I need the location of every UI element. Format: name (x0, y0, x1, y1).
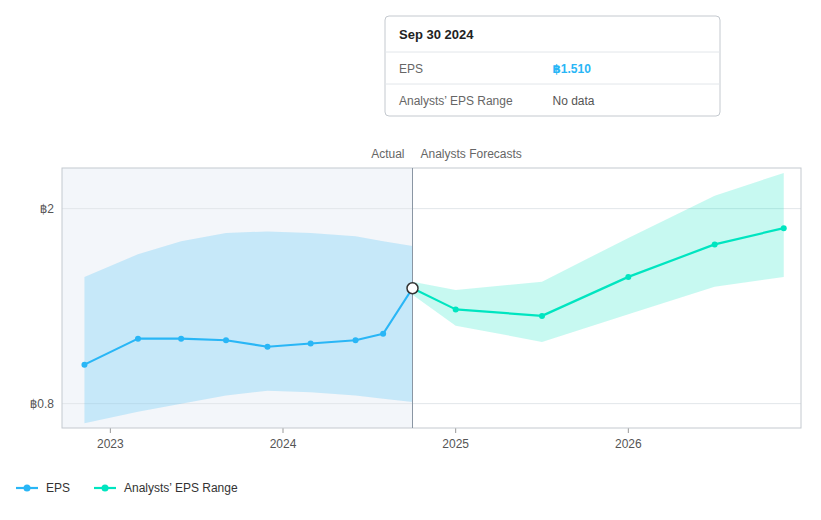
series-point (308, 341, 314, 347)
region-label: Analysts Forecasts (421, 147, 522, 161)
y-tick-label: ฿2 (40, 202, 55, 216)
legend-label: Analysts’ EPS Range (124, 481, 238, 495)
hover-point (407, 283, 418, 294)
x-tick (628, 428, 629, 433)
tooltip-divider (385, 84, 720, 85)
tooltip-title: Sep 30 2024 (399, 27, 474, 42)
x-tick (110, 428, 111, 433)
series-point (353, 337, 359, 343)
actual-region (62, 168, 413, 428)
legend-item: EPS (16, 481, 70, 495)
legend-swatch (24, 485, 31, 492)
legend-swatch (102, 485, 109, 492)
series-point (539, 313, 545, 319)
series-point (135, 336, 141, 342)
tooltip-label: Analysts’ EPS Range (399, 94, 513, 108)
tooltip-value: ฿1.510 (553, 62, 592, 76)
legend-label: EPS (46, 481, 70, 495)
chart: ฿0.8 ฿2 2023 2024 2025 2026 Actual Analysts For… (0, 0, 821, 520)
x-tick-label: 2023 (97, 437, 124, 451)
series-point (453, 306, 459, 312)
tooltip-value: No data (553, 94, 595, 108)
region-label: Actual (371, 147, 404, 161)
series-point (625, 274, 631, 280)
series-line (413, 228, 784, 316)
range-band (84, 231, 412, 423)
divider-line (412, 168, 413, 428)
plot-frame (62, 168, 801, 428)
x-tick-label: 2024 (270, 437, 297, 451)
series-point (223, 337, 229, 343)
series-point (781, 225, 787, 231)
y-tick-label: ฿0.8 (30, 397, 55, 411)
tooltip-divider (385, 52, 720, 53)
tooltip-label: EPS (399, 62, 423, 76)
series-point (81, 362, 87, 368)
legend-item: Analysts’ EPS Range (94, 481, 238, 495)
series-point (712, 241, 718, 247)
tooltip: Sep 30 2024 EPS ฿1.510 Analysts’ EPS Range N… (385, 16, 720, 116)
legend: EPS Analysts’ EPS Range (16, 481, 238, 495)
series-point (380, 331, 386, 337)
x-tick-label: 2026 (615, 437, 642, 451)
series-point (264, 344, 270, 350)
x-tick (283, 428, 284, 433)
x-tick-label: 2025 (442, 437, 469, 451)
plot-area (81, 168, 786, 428)
series-line (84, 288, 412, 364)
tooltip-box (385, 16, 720, 116)
range-band (413, 173, 784, 342)
series-point (178, 336, 184, 342)
x-tick (455, 428, 456, 433)
